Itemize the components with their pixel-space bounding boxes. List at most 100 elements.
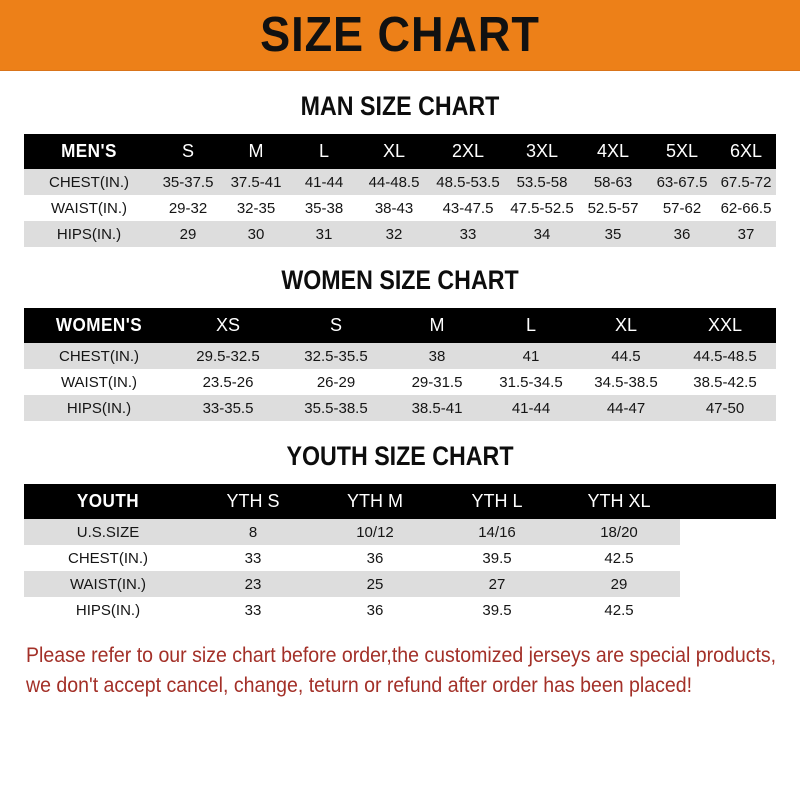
- row-label: WAIST(IN.): [24, 571, 192, 597]
- measurement-cell: 42.5: [558, 545, 680, 571]
- measurement-cell: 30: [222, 221, 290, 247]
- size-column-header: XL: [382, 141, 406, 161]
- size-column-header: 5XL: [665, 141, 699, 161]
- size-column-header: 2XL: [451, 141, 485, 161]
- footer-line-1: Please refer to our size chart before or…: [26, 644, 777, 667]
- measurement-cell: 23: [192, 571, 314, 597]
- measurement-cell: 33-35.5: [174, 395, 282, 421]
- size-column-header: S: [181, 141, 194, 161]
- measurement-cell: 29.5-32.5: [174, 343, 282, 369]
- measurement-cell: 39.5: [436, 597, 558, 623]
- size-column-header: XXL: [707, 315, 743, 335]
- row-label: HIPS(IN.): [24, 221, 154, 247]
- measurement-cell: 47.5-52.5: [506, 195, 578, 221]
- youth-size-table: YOUTH YTH S YTH M YTH L YTH XL U.S.SIZE 8 10/12…: [24, 484, 776, 623]
- measurement-cell: 29: [154, 221, 222, 247]
- table-header-label: MEN'S: [61, 141, 117, 161]
- measurement-cell: 26-29: [282, 369, 390, 395]
- measurement-cell: 32: [358, 221, 430, 247]
- size-column-header: YTH L: [471, 491, 523, 511]
- table-row: HIPS(IN.) 33-35.5 35.5-38.5 38.5-41 41-44 44-…: [24, 395, 776, 421]
- measurement-cell: 41-44: [484, 395, 578, 421]
- footer-line-2: we don't accept cancel, change, teturn o…: [26, 674, 693, 697]
- measurement-cell: 43-47.5: [430, 195, 506, 221]
- footer-notice: Please refer to our size chart before or…: [0, 641, 800, 701]
- size-column-header: XS: [215, 315, 240, 335]
- row-label: CHEST(IN.): [24, 169, 154, 195]
- measurement-cell: 33: [192, 545, 314, 571]
- measurement-cell: 38.5-41: [390, 395, 484, 421]
- size-column-header: S: [329, 315, 342, 335]
- measurement-cell: 37.5-41: [222, 169, 290, 195]
- measurement-cell: 39.5: [436, 545, 558, 571]
- size-column-header: YTH M: [347, 491, 403, 511]
- measurement-cell: 53.5-58: [506, 169, 578, 195]
- measurement-cell: 38: [390, 343, 484, 369]
- row-label: WAIST(IN.): [24, 369, 174, 395]
- measurement-cell: 35.5-38.5: [282, 395, 390, 421]
- measurement-cell: 41: [484, 343, 578, 369]
- size-column-header: M: [429, 315, 445, 335]
- women-section: WOMEN SIZE CHART: [0, 267, 800, 294]
- measurement-cell: 44.5-48.5: [674, 343, 776, 369]
- measurement-cell: 35: [578, 221, 648, 247]
- measurement-cell: 27: [436, 571, 558, 597]
- youth-section: YOUTH SIZE CHART: [0, 443, 800, 470]
- measurement-cell: 41-44: [290, 169, 358, 195]
- size-column-header: L: [525, 315, 536, 335]
- header-spacer-cell: [680, 484, 776, 519]
- table-row: HIPS(IN.) 29 30 31 32 33 34 35 36 37: [24, 221, 776, 247]
- table-header-label: WOMEN'S: [55, 315, 143, 335]
- measurement-cell: 29: [558, 571, 680, 597]
- measurement-cell: 47-50: [674, 395, 776, 421]
- measurement-cell: 8: [192, 519, 314, 545]
- women-size-table: WOMEN'S XS S M L XL XXL CHEST(IN.) 29.5-32.5 32.5…: [24, 308, 776, 421]
- measurement-cell: 36: [314, 545, 436, 571]
- man-size-table: MEN'S S M L XL 2XL 3XL 4XL 5XL 6XL CHEST(IN.) 35-37…: [24, 134, 776, 247]
- measurement-cell: 33: [192, 597, 314, 623]
- measurement-cell: 31.5-34.5: [484, 369, 578, 395]
- size-column-header: M: [248, 141, 264, 161]
- row-label: U.S.SIZE: [24, 519, 192, 545]
- man-table-wrapper: MEN'S S M L XL 2XL 3XL 4XL 5XL 6XL CHEST(IN.) 35-37…: [0, 134, 800, 247]
- size-column-header: 4XL: [596, 141, 630, 161]
- table-row: HIPS(IN.) 33 36 39.5 42.5: [24, 597, 776, 623]
- women-table-wrapper: WOMEN'S XS S M L XL XXL CHEST(IN.) 29.5-32.5 32.5…: [0, 308, 800, 421]
- table-header-row: MEN'S S M L XL 2XL 3XL 4XL 5XL 6XL: [24, 134, 776, 169]
- size-column-header: L: [318, 141, 329, 161]
- measurement-cell: 38.5-42.5: [674, 369, 776, 395]
- measurement-cell: 31: [290, 221, 358, 247]
- measurement-cell: 14/16: [436, 519, 558, 545]
- measurement-cell: 34.5-38.5: [578, 369, 674, 395]
- row-label: WAIST(IN.): [24, 195, 154, 221]
- man-section: MAN SIZE CHART: [0, 93, 800, 120]
- table-row: U.S.SIZE 8 10/12 14/16 18/20: [24, 519, 776, 545]
- banner-title: SIZE CHART: [260, 7, 540, 62]
- measurement-cell: 18/20: [558, 519, 680, 545]
- table-row: WAIST(IN.) 29-32 32-35 35-38 38-43 43-47.5 47.…: [24, 195, 776, 221]
- measurement-cell: 42.5: [558, 597, 680, 623]
- row-label: CHEST(IN.): [24, 545, 192, 571]
- measurement-cell: 23.5-26: [174, 369, 282, 395]
- row-label: CHEST(IN.): [24, 343, 174, 369]
- size-column-header: YTH S: [226, 491, 280, 511]
- table-row: WAIST(IN.) 23 25 27 29: [24, 571, 776, 597]
- table-row: WAIST(IN.) 23.5-26 26-29 29-31.5 31.5-34.5 34…: [24, 369, 776, 395]
- measurement-cell: 67.5-72: [716, 169, 776, 195]
- size-column-header: 3XL: [525, 141, 559, 161]
- size-chart-banner: SIZE CHART: [0, 0, 800, 71]
- row-spacer-cell: [680, 519, 776, 545]
- row-spacer-cell: [680, 597, 776, 623]
- table-header-row: WOMEN'S XS S M L XL XXL: [24, 308, 776, 343]
- row-label: HIPS(IN.): [24, 597, 192, 623]
- measurement-cell: 37: [716, 221, 776, 247]
- size-column-header: XL: [614, 315, 638, 335]
- youth-table-wrapper: YOUTH YTH S YTH M YTH L YTH XL U.S.SIZE 8 10/12…: [0, 484, 800, 623]
- measurement-cell: 48.5-53.5: [430, 169, 506, 195]
- measurement-cell: 34: [506, 221, 578, 247]
- table-header-label: YOUTH: [76, 491, 140, 511]
- youth-section-title: YOUTH SIZE CHART: [286, 441, 514, 471]
- measurement-cell: 58-63: [578, 169, 648, 195]
- measurement-cell: 32.5-35.5: [282, 343, 390, 369]
- measurement-cell: 44-48.5: [358, 169, 430, 195]
